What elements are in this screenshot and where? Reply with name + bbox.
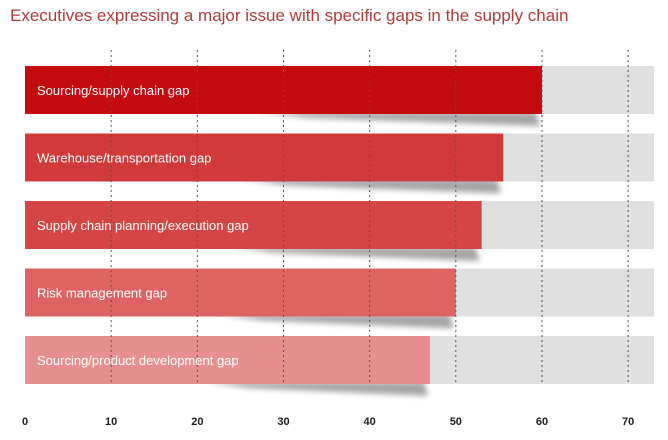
bar-label: Warehouse/transportation gap (37, 151, 211, 166)
x-tick-label: 60 (536, 416, 548, 428)
bar (25, 336, 430, 384)
x-tick-label: 20 (191, 416, 203, 428)
x-tick-label: 40 (364, 416, 376, 428)
bar-shadow (257, 112, 540, 126)
x-tick-label: 50 (450, 416, 462, 428)
bar-label: Supply chain planning/execution gap (37, 218, 249, 233)
x-tick-label: 30 (277, 416, 289, 428)
bar-shadow (218, 314, 454, 329)
x-tick-label: 0 (22, 416, 28, 428)
bar-shadow (207, 382, 428, 396)
x-tick-label: 10 (105, 416, 117, 428)
bar (25, 268, 456, 317)
bar-label: Sourcing/product development gap (37, 353, 239, 368)
bar (25, 201, 482, 249)
bar-shadow (230, 247, 480, 261)
bar-shadow (240, 179, 502, 194)
bar-label: Risk management gap (37, 286, 167, 301)
chart-title: Executives expressing a major issue with… (10, 6, 569, 25)
bar-label: Sourcing/supply chain gap (37, 83, 190, 98)
x-tick-label: 70 (622, 416, 634, 428)
bar (25, 133, 504, 182)
